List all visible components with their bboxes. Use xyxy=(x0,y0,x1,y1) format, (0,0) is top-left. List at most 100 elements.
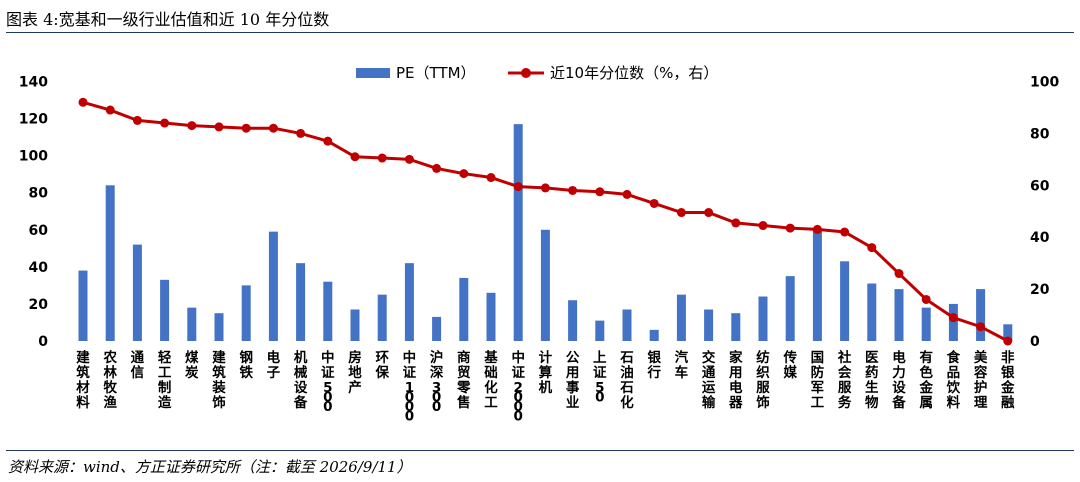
percentile-point xyxy=(214,122,224,132)
combo-chart: PE（TTM） 近10年分位数（%，右） 020406080100120140 … xyxy=(19,64,1060,425)
left-tick-label: 20 xyxy=(29,297,49,313)
percentile-point xyxy=(649,198,659,208)
pe-bar xyxy=(296,263,306,341)
pe-bar xyxy=(132,244,142,341)
percentile-point xyxy=(595,187,605,197)
percentile-point xyxy=(105,105,115,115)
legend-label-pe: PE（TTM） xyxy=(396,64,476,82)
left-tick-label: 80 xyxy=(29,186,49,202)
percentile-point xyxy=(785,223,795,233)
percentile-point xyxy=(160,118,170,128)
x-tick-label: 电力设备 xyxy=(891,349,906,411)
chart-title: 图表 4:宽基和一级行业估值和近 10 年分位数 xyxy=(6,10,330,29)
percentile-point xyxy=(840,227,850,237)
percentile-point xyxy=(540,183,550,193)
right-tick-label: 20 xyxy=(1030,282,1050,298)
pe-bar xyxy=(160,279,170,341)
x-tick-label: 纺织服饰 xyxy=(756,349,770,411)
pe-bar xyxy=(404,263,414,341)
percentile-point xyxy=(377,153,387,163)
x-tick-label: 国防军工 xyxy=(811,350,825,411)
pe-bar xyxy=(840,261,850,341)
x-tick-label: 美容护理 xyxy=(973,349,988,411)
pe-bar xyxy=(187,307,197,341)
pe-bar xyxy=(513,124,523,341)
percentile-point xyxy=(568,185,578,195)
pe-bar xyxy=(731,313,741,341)
percentile-point xyxy=(812,224,822,234)
left-tick-label: 140 xyxy=(19,75,48,91)
percentile-point xyxy=(513,182,523,192)
x-tick-label: 汽车 xyxy=(675,349,689,381)
legend-line-marker xyxy=(521,68,531,78)
x-tick-label: 交通运输 xyxy=(702,349,716,411)
right-tick-label: 40 xyxy=(1030,230,1050,246)
pe-bar xyxy=(540,229,550,341)
percentile-point xyxy=(676,208,686,218)
x-tick-label: 非银金融 xyxy=(1000,349,1015,411)
pe-bar xyxy=(595,320,605,341)
legend: PE（TTM） 近10年分位数（%，右） xyxy=(356,64,718,82)
legend-bar-swatch xyxy=(356,68,390,78)
pe-bar xyxy=(676,294,686,341)
left-tick-label: 60 xyxy=(29,223,49,239)
x-tick-label: 沪深 3 0 0 xyxy=(430,349,444,415)
x-tick-label: 传媒 xyxy=(782,349,797,381)
right-tick-label: 60 xyxy=(1030,178,1050,194)
left-axis-ticks: 0 20 40 60 80 100 120 140 xyxy=(19,75,48,351)
percentile-point xyxy=(350,152,360,162)
percentile-point xyxy=(132,115,142,125)
x-tick-label: 建筑装饰 xyxy=(211,349,226,411)
pe-bar xyxy=(785,276,795,341)
percentile-point xyxy=(758,221,768,231)
right-tick-label: 80 xyxy=(1030,126,1050,142)
percentile-point xyxy=(976,322,986,332)
x-tick-label: 医药生物 xyxy=(865,350,879,411)
pe-bar xyxy=(867,283,877,341)
pe-bar xyxy=(486,292,496,341)
left-tick-label: 40 xyxy=(29,260,49,276)
x-tick-label: 中证 5 0 0 xyxy=(321,349,335,415)
x-tick-label: 公用事业 xyxy=(566,350,580,411)
left-tick-label: 0 xyxy=(38,334,48,350)
percentile-point xyxy=(459,169,469,179)
pe-bar xyxy=(568,300,578,341)
right-axis-ticks: 0 20 40 60 80 100 xyxy=(1030,75,1059,351)
pe-bar xyxy=(649,329,659,341)
x-tick-label: 上证 5 0 xyxy=(593,350,607,406)
pe-bar xyxy=(704,309,714,341)
x-tick-label: 有色金属 xyxy=(918,349,933,411)
pe-bar xyxy=(105,185,115,341)
percentile-point xyxy=(921,294,931,304)
pe-bar xyxy=(1003,324,1013,341)
x-tick-label: 社会服务 xyxy=(837,349,852,411)
pe-bar xyxy=(758,296,768,341)
pe-bar xyxy=(622,309,632,341)
percentile-point xyxy=(1003,336,1013,346)
x-tick-label: 机械设备 xyxy=(293,349,308,411)
x-tick-label: 钢铁 xyxy=(239,349,253,381)
x-tick-label: 环保 xyxy=(374,350,389,381)
pe-bar xyxy=(432,316,442,341)
percentile-point xyxy=(323,136,333,146)
x-tick-label: 电子 xyxy=(267,349,281,381)
x-tick-label: 计算机 xyxy=(539,349,553,396)
x-tick-label: 基础化工 xyxy=(484,349,498,411)
percentile-point xyxy=(268,123,278,133)
percentile-point xyxy=(622,189,632,199)
percentile-point xyxy=(731,218,741,228)
right-tick-label: 0 xyxy=(1030,334,1040,350)
pe-bar xyxy=(976,289,986,341)
x-tick-label: 商贸零售 xyxy=(456,349,471,411)
percentile-point xyxy=(704,208,714,218)
x-tick-label: 通信 xyxy=(131,350,145,381)
pe-bar xyxy=(323,281,333,341)
percentile-point xyxy=(894,269,904,279)
x-tick-label: 石油石化 xyxy=(619,350,634,411)
pe-bar xyxy=(241,285,251,341)
percentile-point xyxy=(867,243,877,253)
pe-bar xyxy=(459,277,469,341)
title-divider xyxy=(6,32,1074,33)
x-tick-label: 中证 1 0 0 0 xyxy=(403,349,417,425)
pe-bar xyxy=(377,294,387,341)
